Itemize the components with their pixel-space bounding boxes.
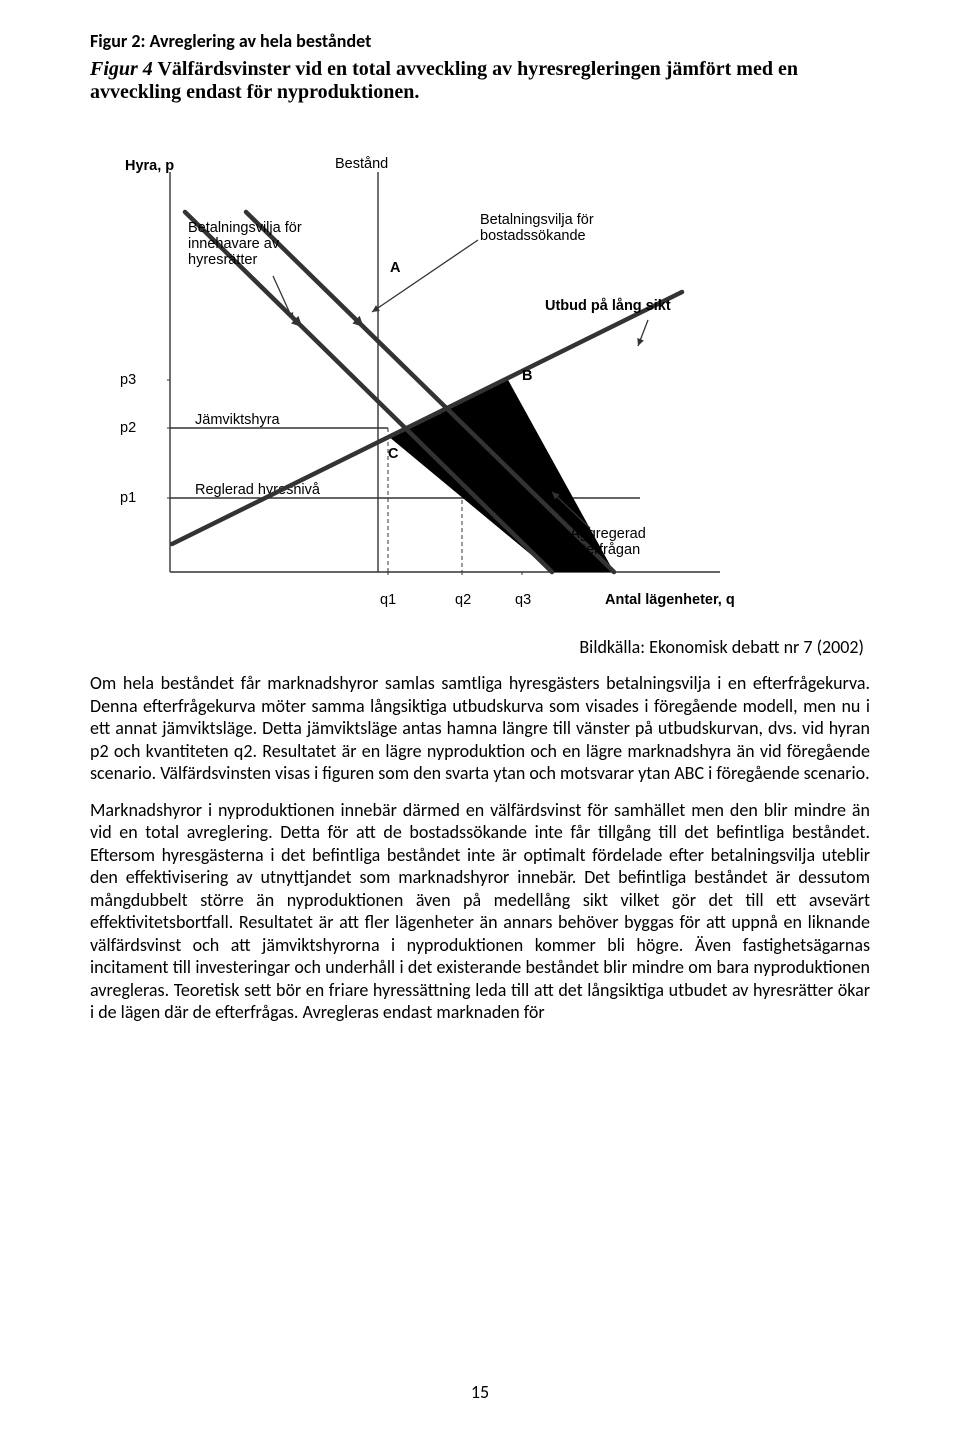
image-source: Bildkälla: Ekonomisk debatt nr 7 (2002) <box>90 636 870 658</box>
svg-text:Antal lägenheter, q: Antal lägenheter, q <box>605 592 735 608</box>
paragraph-1: Om hela beståndet får marknadshyror saml… <box>90 672 870 785</box>
svg-text:B: B <box>522 368 532 384</box>
svg-text:Betalningsvilja för: Betalningsvilja för <box>480 212 594 228</box>
figure4-caption: Figur 4 Välfärdsvinster vid en total avv… <box>90 58 870 104</box>
page: Figur 2: Avreglering av hela beståndet F… <box>0 0 960 1429</box>
svg-text:Reglerad hyresnivå: Reglerad hyresnivå <box>195 482 321 498</box>
svg-text:A: A <box>390 260 401 276</box>
svg-text:Betalningsvilja för: Betalningsvilja för <box>188 220 302 236</box>
svg-text:Jämviktshyra: Jämviktshyra <box>195 412 281 428</box>
paragraph-2: Marknadshyror i nyproduktionen innebär d… <box>90 799 870 1024</box>
figure4-prefix: Figur 4 <box>90 58 153 80</box>
svg-text:q2: q2 <box>455 592 471 608</box>
svg-text:hyresrätter: hyresrätter <box>188 252 257 268</box>
svg-text:p1: p1 <box>120 490 136 506</box>
economics-diagram: Hyra, p Antal lägenheter, q Bestånd p3 p2 p1 q… <box>90 112 830 632</box>
figure4-caption-text: Välfärdsvinster vid en total avveckling … <box>90 58 798 103</box>
svg-text:C: C <box>388 446 399 462</box>
svg-text:Hyra, p: Hyra, p <box>125 158 174 174</box>
svg-text:efterfrågan: efterfrågan <box>570 542 640 558</box>
svg-text:innehavare av: innehavare av <box>188 236 280 252</box>
svg-text:Aggregerad: Aggregerad <box>570 526 646 542</box>
svg-text:q1: q1 <box>380 592 396 608</box>
page-number: 15 <box>0 1381 960 1403</box>
figure-title: Figur 2: Avreglering av hela beståndet <box>90 30 870 52</box>
svg-text:Utbud på lång sikt: Utbud på lång sikt <box>545 298 671 314</box>
svg-text:p2: p2 <box>120 420 136 436</box>
svg-text:q3: q3 <box>515 592 531 608</box>
svg-text:bostadssökande: bostadssökande <box>480 228 586 244</box>
chart-container: Hyra, p Antal lägenheter, q Bestånd p3 p2 p1 q… <box>90 112 870 632</box>
svg-text:Bestånd: Bestånd <box>335 156 388 172</box>
svg-text:p3: p3 <box>120 372 136 388</box>
